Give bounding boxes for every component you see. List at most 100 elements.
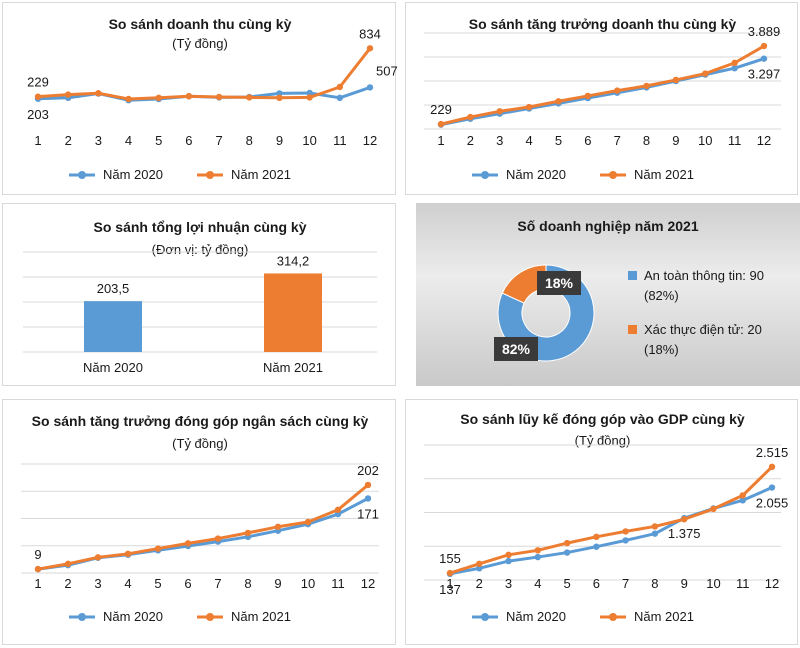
- data-label: 507: [376, 63, 397, 78]
- x-tick-label: 9: [681, 576, 688, 591]
- legend-marker-dot: [78, 613, 86, 621]
- chart-title: So sánh lũy kế đóng góp vào GDP cùng kỳ: [460, 411, 745, 427]
- revenue-line-chart: So sánh doanh thu cùng kỳ(Tỷ đồng)1 2 3 4 5 6…: [27, 16, 397, 182]
- data-point: [622, 537, 629, 544]
- x-tick-label: 11: [331, 576, 345, 591]
- data-point: [534, 547, 542, 554]
- data-point: [336, 83, 344, 91]
- legend-label: Năm 2020: [506, 167, 566, 182]
- data-point: [64, 91, 72, 98]
- data-point: [563, 549, 571, 556]
- data-point: [622, 528, 629, 535]
- data-point: [366, 84, 374, 91]
- x-tick-label: 10: [698, 133, 712, 148]
- legend-label: Năm 2021: [634, 609, 694, 624]
- data-point: [366, 45, 374, 52]
- data-label: 3.297: [748, 67, 781, 82]
- x-tick-label: 6: [584, 133, 591, 148]
- data-point: [731, 65, 738, 72]
- legend-marker-dot: [78, 171, 86, 179]
- data-point: [154, 545, 162, 552]
- chart-subtitle: (Tỷ đồng): [172, 436, 228, 451]
- data-point: [731, 59, 738, 67]
- bar-2020: [84, 301, 142, 352]
- percent-label: 18%: [545, 275, 574, 291]
- chart-subtitle: (Tỷ đồng): [172, 36, 228, 51]
- x-tick-label: 4: [124, 576, 131, 591]
- enterprises-donut-chart: Số doanh nghiệp năm 2021 82% 18% An toàn th…: [494, 218, 764, 362]
- data-point: [593, 533, 600, 540]
- data-point: [643, 82, 650, 90]
- budget-line-chart: So sánh tăng trưởng đóng góp ngân sách c…: [21, 413, 379, 624]
- data-point: [476, 560, 483, 567]
- x-tick-label: 5: [155, 133, 162, 148]
- legend-marker-dot: [481, 171, 489, 179]
- x-tick-label: 10: [706, 576, 720, 591]
- series-line-2020: [440, 57, 765, 127]
- data-point: [702, 70, 709, 77]
- x-tick-label: 5: [555, 133, 562, 148]
- chart-panel-enterprises: Số doanh nghiệp năm 2021 82% 18% An toàn th…: [416, 203, 800, 386]
- x-tick-label: 4: [525, 133, 532, 148]
- data-point: [364, 495, 372, 502]
- legend-swatch: [628, 325, 637, 334]
- x-tick-label: 2: [467, 133, 474, 148]
- data-point: [467, 113, 474, 121]
- percent-label: 82%: [502, 341, 531, 357]
- data-point: [760, 55, 768, 62]
- legend-label: Năm 2020: [103, 609, 163, 624]
- x-tick-label: 12: [757, 133, 771, 148]
- legend-marker-dot: [609, 613, 617, 621]
- x-tick-label: 11: [736, 576, 750, 591]
- data-point: [651, 530, 659, 537]
- data-label: 229: [27, 75, 49, 90]
- data-point: [274, 523, 282, 530]
- data-label: 171: [357, 506, 379, 521]
- data-point: [672, 76, 680, 84]
- x-tick-label: 6: [185, 133, 192, 148]
- data-point: [739, 492, 746, 499]
- data-point: [496, 108, 503, 115]
- chart-subtitle: (Đơn vị: tỷ đồng): [152, 242, 249, 257]
- x-tick-label: 12: [361, 576, 375, 591]
- data-point: [563, 539, 571, 547]
- data-point: [710, 505, 717, 513]
- x-tick-label: 4: [125, 133, 132, 148]
- data-label: 203: [27, 107, 49, 122]
- legend-label: Năm 2020: [103, 167, 163, 182]
- series-line-2021: [37, 47, 372, 101]
- data-label: 137: [439, 582, 461, 597]
- data-label: 203,5: [97, 281, 130, 296]
- gdp-line-chart: So sánh lũy kế đóng góp vào GDP cùng kỳ (…: [424, 411, 788, 624]
- data-point: [304, 518, 312, 526]
- percent-label-box: [537, 271, 581, 295]
- data-label: 834: [359, 26, 381, 41]
- data-point: [534, 553, 542, 561]
- data-point: [244, 529, 252, 537]
- x-tick-label: 10: [302, 133, 316, 148]
- data-label: 155: [439, 551, 461, 566]
- chart-panel-budget: So sánh tăng trưởng đóng góp ngân sách c…: [2, 399, 396, 645]
- x-tick-label: 10: [301, 576, 315, 591]
- data-point: [739, 497, 746, 504]
- x-tick-label: 11: [728, 133, 742, 148]
- data-label: 9: [34, 547, 41, 562]
- x-tick-label: 4: [534, 576, 541, 591]
- x-tick-label: 9: [274, 576, 281, 591]
- data-point: [246, 94, 253, 101]
- data-point: [276, 94, 283, 102]
- x-tick-label: 9: [672, 133, 679, 148]
- data-label: 229: [430, 102, 452, 117]
- chart-panel-revenue: So sánh doanh thu cùng kỳ (Tỷ đồng) 1 2 3 4 5 6…: [2, 2, 397, 195]
- data-label: 314,2: [277, 253, 310, 268]
- x-tick-label: 3: [505, 576, 512, 591]
- x-tick-label: 3: [95, 133, 102, 148]
- x-tick-label: 3: [94, 576, 101, 591]
- chart-panel-profit: So sánh tổng lợi nhuận cùng kỳ (Đơn vị: t…: [2, 203, 396, 386]
- x-tick-label: 2: [476, 576, 483, 591]
- data-point: [437, 120, 445, 128]
- data-point: [768, 484, 776, 491]
- legend-label: An toàn thông tin: 90: [644, 268, 764, 283]
- chart-panel-revenue-growth: So sánh tăng trưởng doanh thu cùng kỳ 1 2 3…: [405, 2, 798, 195]
- data-point: [680, 516, 688, 523]
